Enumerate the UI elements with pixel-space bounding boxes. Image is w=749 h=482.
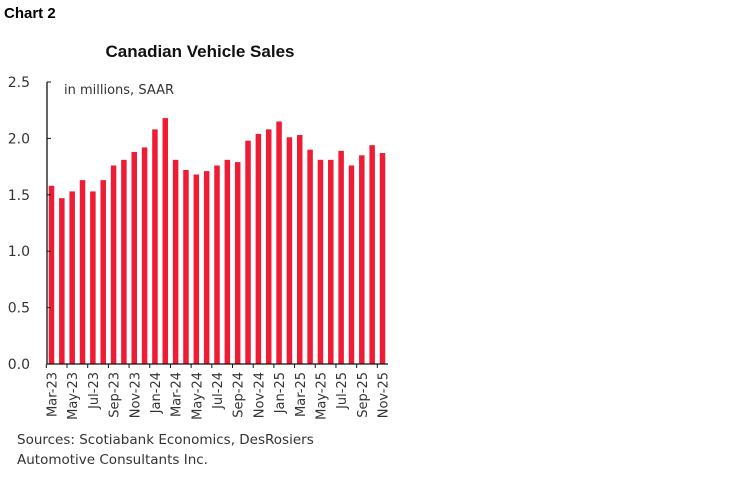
- bar-Jan-24: [152, 129, 158, 364]
- bar-Nov-23: [131, 151, 137, 364]
- bar-Sep-23: [110, 165, 117, 364]
- bar-Sep-24: [234, 162, 241, 364]
- bar-Sep-25: [359, 155, 365, 364]
- bar-Oct-23: [121, 159, 127, 364]
- bar-Mar-25: [297, 135, 303, 364]
- source-line-2: Automotive Consultants Inc.: [17, 452, 208, 468]
- bar-Feb-25: [286, 137, 293, 364]
- bar-Nov-25: [379, 153, 386, 364]
- bar-Dec-23: [141, 147, 148, 364]
- x-tick-label: Mar-24: [170, 372, 185, 417]
- x-tick-label: May-24: [190, 372, 205, 420]
- bar-Jul-25: [338, 150, 344, 364]
- x-tick-label: May-25: [314, 372, 329, 420]
- bar-Oct-24: [245, 140, 251, 364]
- bar-Jun-24: [203, 171, 210, 364]
- source-line-1: Sources: Scotiabank Economics, DesRosier…: [17, 432, 314, 448]
- bar-Jul-23: [90, 191, 96, 364]
- x-tick-label: Nov-23: [128, 372, 143, 418]
- x-tick-label: Jan-24: [149, 372, 164, 414]
- bar-Jan-25: [276, 121, 282, 364]
- x-tick-label: Jul-25: [335, 372, 350, 410]
- bar-Jun-25: [328, 159, 334, 364]
- bar-Feb-24: [162, 118, 169, 364]
- unit-note: in millions, SAAR: [64, 83, 174, 98]
- x-tick-label: Jul-24: [211, 372, 226, 410]
- x-tick-label: Mar-25: [294, 372, 309, 417]
- bar-May-23: [69, 191, 75, 364]
- source-note: Sources: Scotiabank Economics, DesRosier…: [17, 430, 314, 470]
- y-tick-label: 0.5: [8, 301, 30, 317]
- y-tick-label: 1.0: [8, 244, 30, 260]
- y-tick-label: 0.0: [8, 357, 30, 373]
- y-tick-label: 2.5: [8, 75, 30, 91]
- bar-Jul-24: [214, 165, 220, 364]
- bar-Apr-23: [59, 198, 65, 364]
- x-tick-label: Mar-23: [46, 372, 61, 417]
- bar-Mar-24: [172, 159, 179, 364]
- bar-Mar-23: [48, 185, 55, 364]
- bar-Dec-24: [265, 129, 272, 364]
- bar-Aug-23: [100, 180, 106, 364]
- bar-May-25: [317, 159, 324, 364]
- bar-Nov-24: [255, 133, 262, 364]
- y-tick-label: 1.5: [8, 188, 30, 204]
- x-tick-label: Sep-24: [232, 372, 247, 418]
- x-tick-label: Nov-24: [252, 372, 267, 418]
- bar-Oct-25: [369, 145, 375, 364]
- bar-Apr-25: [307, 149, 313, 364]
- y-tick-label: 2.0: [8, 131, 30, 147]
- x-tick-label: Jan-25: [273, 372, 288, 414]
- x-tick-label: Jul-23: [87, 372, 102, 410]
- chart-label: Chart 2: [4, 5, 56, 22]
- bar-May-24: [193, 174, 200, 364]
- x-tick-label: May-23: [66, 372, 81, 420]
- bar-Aug-25: [348, 165, 355, 364]
- bar-Apr-24: [183, 169, 189, 364]
- chart-title: Canadian Vehicle Sales: [105, 42, 295, 61]
- x-tick-label: Sep-23: [108, 372, 123, 418]
- bar-Aug-24: [224, 159, 231, 364]
- x-tick-label: Sep-25: [356, 372, 371, 418]
- x-tick-label: Nov-25: [377, 372, 392, 418]
- bar-Jun-23: [79, 180, 86, 364]
